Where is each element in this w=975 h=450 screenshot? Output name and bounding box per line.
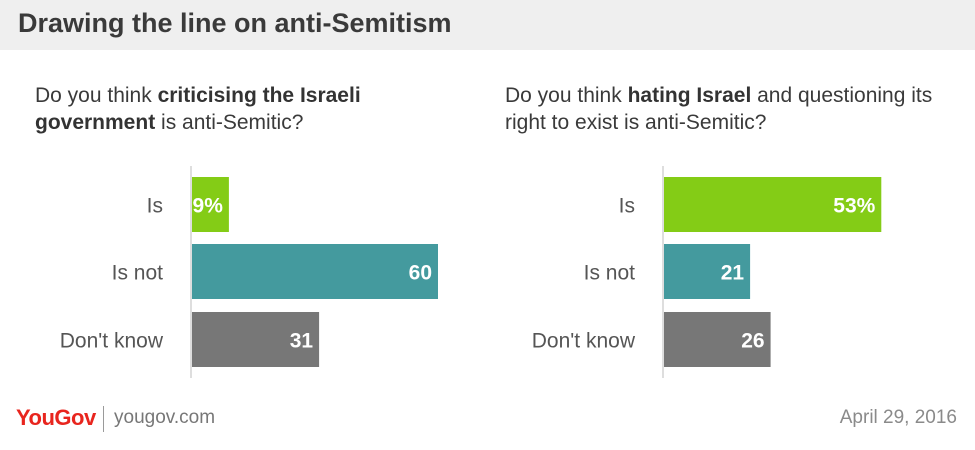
footer-url: yougov.com — [114, 407, 216, 428]
chart-2-value-label-is: 53% — [833, 195, 875, 218]
chart-2-question: Do you think hating Israel and questioni… — [505, 82, 945, 136]
chart-2-category-label-don-t-know: Don't know — [532, 330, 636, 353]
footer-divider — [103, 406, 104, 432]
chart-1-bar-don-t-know — [192, 312, 320, 367]
chart-1-question-part-3: is anti-Semitic? — [155, 111, 304, 134]
chart-1-category-label-don-t-know: Don't know — [60, 330, 164, 353]
chart-2-value-label-don-t-know: 26 — [741, 330, 764, 353]
header-bar: Drawing the line on anti-Semitism — [0, 0, 975, 50]
chart-1-bar-is-not — [192, 244, 438, 299]
chart-2-bar-is-not — [664, 244, 751, 299]
chart-2-bar-is — [664, 177, 882, 232]
chart-1-question-emphasis: criticising the Israeli government — [35, 84, 361, 134]
chart-1-value-label-is-not: 60 — [409, 262, 432, 285]
chart-2-value-label-is-not: 21 — [721, 262, 745, 285]
chart-1-value-label-don-t-know: 31 — [290, 330, 314, 353]
chart-2-question-part-3: and questioning its right to exist is an… — [505, 84, 933, 134]
chart-1-value-label-is: 9% — [193, 195, 224, 218]
chart-1-bar-is — [192, 177, 229, 232]
chart-1-category-label-is: Is — [147, 195, 163, 218]
chart-2-category-label-is: Is — [619, 195, 635, 218]
yougov-logo: YouGov — [16, 405, 96, 430]
chart-1-category-label-is-not: Is not — [112, 262, 164, 285]
chart-1-question: Do you think criticising the Israeli gov… — [35, 82, 455, 136]
chart-2-question-part-1: Do you think — [505, 84, 628, 107]
chart-2-bar-don-t-know — [664, 312, 771, 367]
page-title: Drawing the line on anti-Semitism — [18, 8, 452, 38]
chart-2-category-label-is-not: Is not — [584, 262, 636, 285]
chart-2-question-emphasis: hating Israel — [627, 84, 752, 107]
footer-date: April 29, 2016 — [839, 407, 957, 428]
chart-1-question-part-1: Do you think — [35, 84, 158, 107]
